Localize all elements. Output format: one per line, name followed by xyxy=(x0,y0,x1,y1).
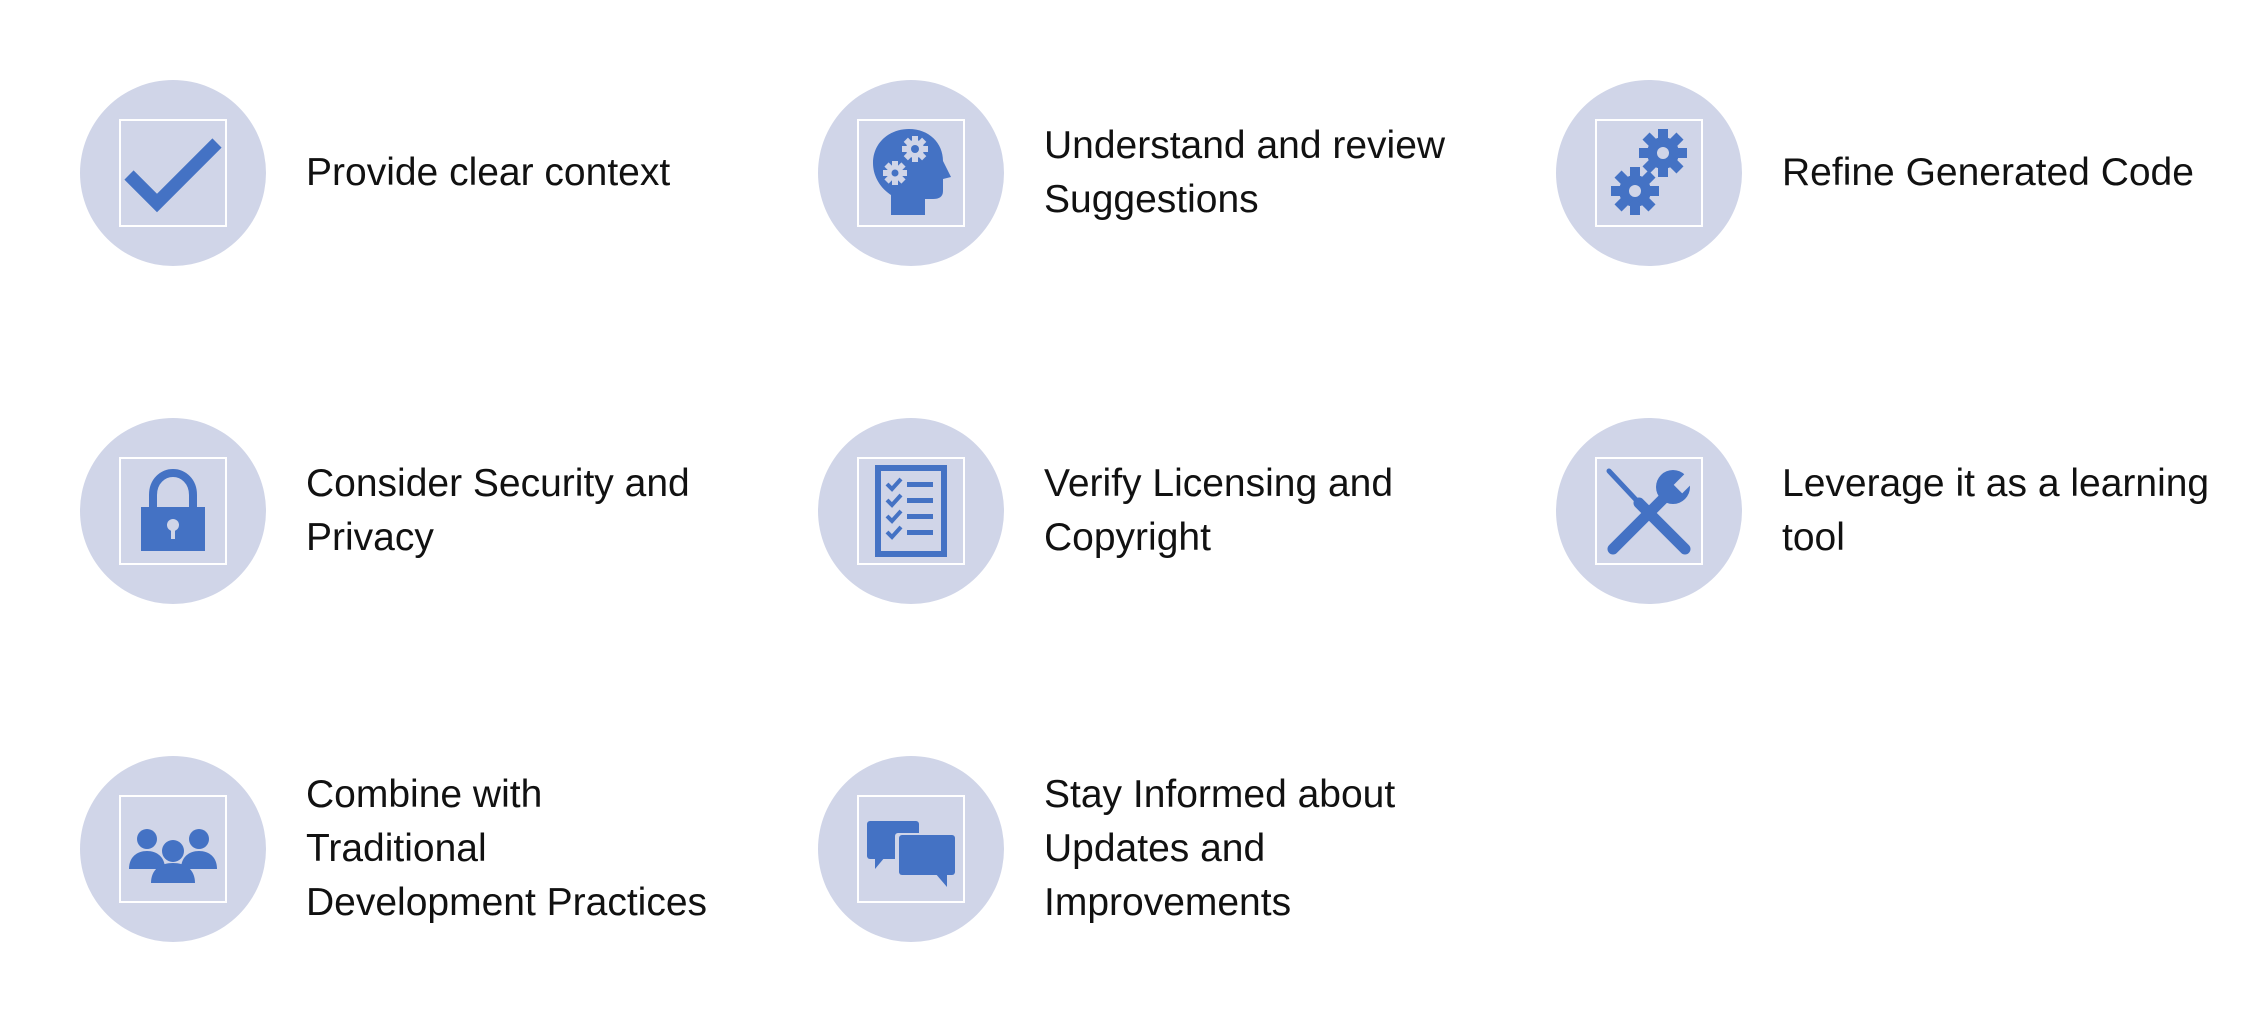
icon-circle xyxy=(818,80,1004,266)
checklist-icon xyxy=(875,465,947,557)
tip-learning-tool: Leverage it as a learning tool xyxy=(1556,418,2209,604)
icon-circle xyxy=(1556,418,1742,604)
people-icon xyxy=(129,829,217,883)
tip-label: Leverage it as a learning tool xyxy=(1782,462,2210,559)
icon-frame xyxy=(1595,119,1703,227)
icon-circle xyxy=(818,756,1004,942)
tip-label: Consider Security and Privacy xyxy=(306,462,690,559)
tip-label: Understand and review Suggestions xyxy=(1044,124,1446,221)
icon-frame xyxy=(857,457,965,565)
head-gears-icon xyxy=(873,129,951,215)
tip-refine-generated-code: Refine Generated Code xyxy=(1556,80,2194,266)
tip-label: Combine with Traditional Development Pra… xyxy=(306,773,708,924)
tools-icon xyxy=(1606,468,1695,555)
lock-icon xyxy=(141,468,205,551)
tip-understand-review: Understand and review Suggestions xyxy=(818,80,1445,266)
icon-circle xyxy=(1556,80,1742,266)
tip-provide-clear-context: Provide clear context xyxy=(80,80,670,266)
tip-label: Verify Licensing and Copyright xyxy=(1044,462,1394,559)
chat-bubbles-icon xyxy=(867,821,957,887)
tip-label: Provide clear context xyxy=(306,151,671,194)
icon-frame xyxy=(119,119,227,227)
icon-circle xyxy=(818,418,1004,604)
icon-frame xyxy=(119,795,227,903)
tip-label: Refine Generated Code xyxy=(1782,151,2194,194)
tip-licensing-copyright: Verify Licensing and Copyright xyxy=(818,418,1393,604)
icon-frame xyxy=(857,795,965,903)
tip-label: Stay Informed about Updates and Improvem… xyxy=(1044,773,1396,924)
icon-circle xyxy=(80,756,266,942)
tip-traditional-practices: Combine with Traditional Development Pra… xyxy=(80,756,707,942)
tip-stay-informed: Stay Informed about Updates and Improvem… xyxy=(818,756,1395,942)
tip-security-privacy: Consider Security and Privacy xyxy=(80,418,690,604)
icon-frame xyxy=(857,119,965,227)
icon-circle xyxy=(80,418,266,604)
checkmark-icon xyxy=(124,138,222,213)
icon-frame xyxy=(119,457,227,565)
gears-icon xyxy=(1611,129,1687,215)
icon-circle xyxy=(80,80,266,266)
icon-frame xyxy=(1595,457,1703,565)
